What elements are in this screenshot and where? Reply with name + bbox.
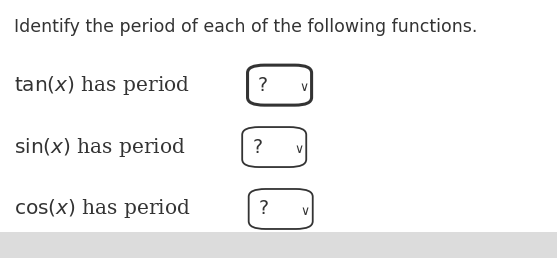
FancyBboxPatch shape <box>247 65 311 105</box>
Text: ∨: ∨ <box>300 205 310 218</box>
Text: $\mathrm{cos}(x)$ has period: $\mathrm{cos}(x)$ has period <box>14 197 190 221</box>
Text: $\mathrm{sin}(x)$ has period: $\mathrm{sin}(x)$ has period <box>14 135 185 159</box>
Text: Identify the period of each of the following functions.: Identify the period of each of the follo… <box>14 18 477 36</box>
Text: ?: ? <box>252 138 262 157</box>
Text: ?: ? <box>257 76 267 95</box>
Text: $\mathrm{tan}(x)$ has period: $\mathrm{tan}(x)$ has period <box>14 74 190 97</box>
Text: ∨: ∨ <box>299 81 309 94</box>
Text: ?: ? <box>258 199 268 219</box>
Text: ∨: ∨ <box>294 143 303 156</box>
FancyBboxPatch shape <box>0 232 557 258</box>
FancyBboxPatch shape <box>248 189 312 229</box>
FancyBboxPatch shape <box>242 127 306 167</box>
